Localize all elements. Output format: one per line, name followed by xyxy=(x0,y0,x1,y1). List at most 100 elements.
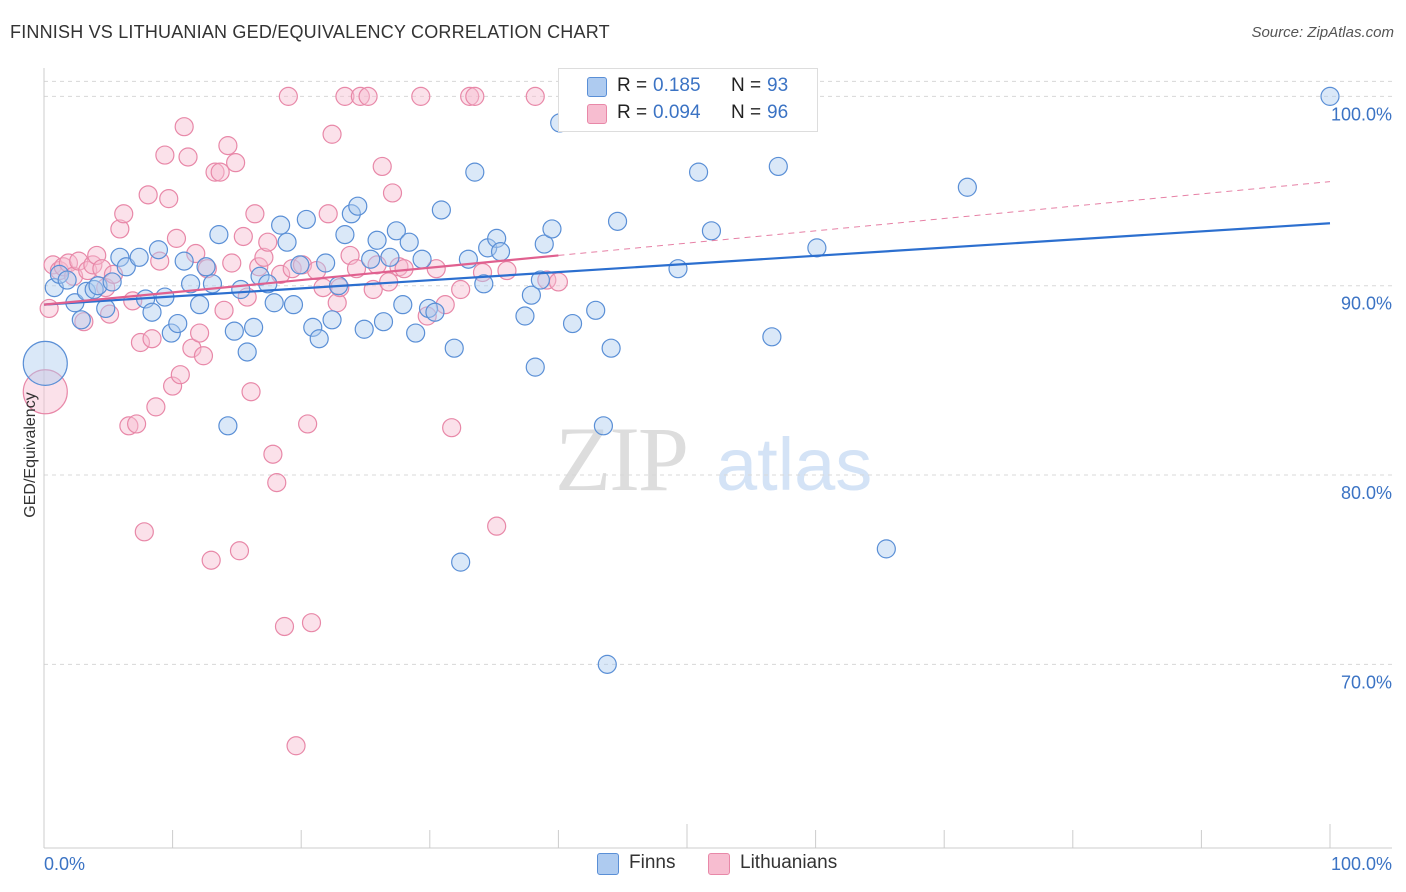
y-axis-label: GED/Equivalency xyxy=(22,392,39,517)
x-tick-label-start: 0.0% xyxy=(44,854,85,874)
lithuanians-point xyxy=(178,147,198,167)
finns-point xyxy=(525,357,545,377)
finns-point xyxy=(88,276,108,296)
legend: R = 0.185 N = 93 R = 0.094 N = 96 xyxy=(558,68,818,132)
lithuanians-point xyxy=(372,156,392,177)
lithuanians-point xyxy=(186,243,206,264)
lithuanians-point xyxy=(322,124,342,144)
finns-point xyxy=(542,219,562,239)
finns-point xyxy=(1320,86,1340,106)
lithuanians-point xyxy=(525,86,545,106)
finns-point xyxy=(406,323,426,343)
legend-n-value: 93 xyxy=(767,75,789,96)
finns-point xyxy=(386,221,406,241)
lithuanians-point xyxy=(142,329,162,349)
finns-trend-line xyxy=(43,222,1331,306)
lithuanians-point xyxy=(201,550,221,570)
lithuanians-point xyxy=(258,232,278,252)
lithuanians-trend-line xyxy=(43,254,559,306)
watermark-atlas: atlas xyxy=(716,423,872,506)
lithuanians-point xyxy=(22,369,68,415)
finns-point xyxy=(341,204,361,224)
finns-point xyxy=(373,312,394,332)
lithuanians-point xyxy=(442,418,462,438)
lithuanians-point xyxy=(460,86,480,106)
lithuanians-point xyxy=(159,189,179,209)
lithuanians-point xyxy=(298,414,318,434)
finns-point xyxy=(515,306,535,326)
finns-point xyxy=(57,270,77,290)
finns-point xyxy=(174,251,194,271)
finns-point xyxy=(593,416,614,436)
finns-point xyxy=(244,317,264,337)
finns-point xyxy=(876,539,896,559)
lithuanians-point xyxy=(548,272,569,292)
lithuanians-label: Lithuanians xyxy=(740,852,838,873)
finns-point xyxy=(71,310,91,330)
finns-point xyxy=(688,162,709,182)
axes xyxy=(43,68,1392,849)
lithuanians-point xyxy=(358,86,378,106)
finns-point xyxy=(465,162,485,182)
lithuanians-point xyxy=(382,183,403,203)
finns-point xyxy=(521,285,541,305)
lithuanians-point xyxy=(346,259,367,279)
lithuanians-point xyxy=(163,376,183,396)
bottom-legend: Finns Lithuanians xyxy=(0,852,1406,878)
lithuanians-point xyxy=(274,616,295,637)
finns-point xyxy=(534,234,554,254)
lithuanians-point xyxy=(286,736,306,756)
finns-point xyxy=(110,247,130,267)
finns-point xyxy=(601,338,621,358)
tick-labels: 70.0% 80.0% 90.0% 100.0% 0.0% 100.0% xyxy=(44,104,1392,874)
finns-point xyxy=(530,270,550,290)
y-tick-label: 100.0% xyxy=(1331,104,1392,124)
lithuanians-points xyxy=(22,86,569,756)
lithuanians-point xyxy=(174,117,194,137)
finns-point xyxy=(322,310,342,330)
lithuanians-point xyxy=(411,86,431,106)
legend-r-label: R = xyxy=(617,102,648,123)
finns-point xyxy=(271,215,291,235)
finns-point xyxy=(562,313,583,334)
finns-point xyxy=(474,274,494,294)
finns-point xyxy=(309,329,329,349)
legend-n-label: N = xyxy=(731,75,762,96)
finns-point xyxy=(296,209,316,230)
lithuanians-point xyxy=(166,228,187,248)
finns-point xyxy=(354,319,374,339)
finns-point xyxy=(290,255,310,275)
finns-point xyxy=(116,257,136,277)
finns-point xyxy=(181,274,201,294)
finns-point xyxy=(348,196,368,216)
y-tick-label: 80.0% xyxy=(1341,483,1392,503)
finns-point xyxy=(431,200,451,220)
finns-point xyxy=(84,279,104,300)
finns-label: Finns xyxy=(629,852,676,873)
finns-point xyxy=(277,232,297,252)
finns-point xyxy=(102,272,122,292)
finns-point xyxy=(490,242,511,262)
finns-point xyxy=(335,225,355,245)
lithuanians-point xyxy=(210,162,230,182)
finns-point xyxy=(168,313,188,334)
lithuanians-point xyxy=(226,153,246,173)
finns-point xyxy=(231,279,251,300)
finns-point xyxy=(283,295,304,315)
lithuanians-point xyxy=(182,338,202,358)
lithuanians-point xyxy=(134,522,154,542)
lithuanians-point xyxy=(254,247,274,267)
finns-point xyxy=(264,293,284,313)
lithuanians-point xyxy=(114,204,134,224)
lithuanians-point xyxy=(39,298,59,319)
finns-point xyxy=(209,225,229,245)
lithuanians-point xyxy=(278,86,298,106)
legend-r-value: 0.185 xyxy=(653,75,701,96)
finns-point xyxy=(412,249,432,269)
finns-point xyxy=(161,323,181,343)
lithuanians-point xyxy=(190,323,210,343)
watermark: ZIP atlas xyxy=(555,408,872,510)
lithuanians-trend-extension xyxy=(558,181,1331,256)
finns-point xyxy=(316,253,336,273)
